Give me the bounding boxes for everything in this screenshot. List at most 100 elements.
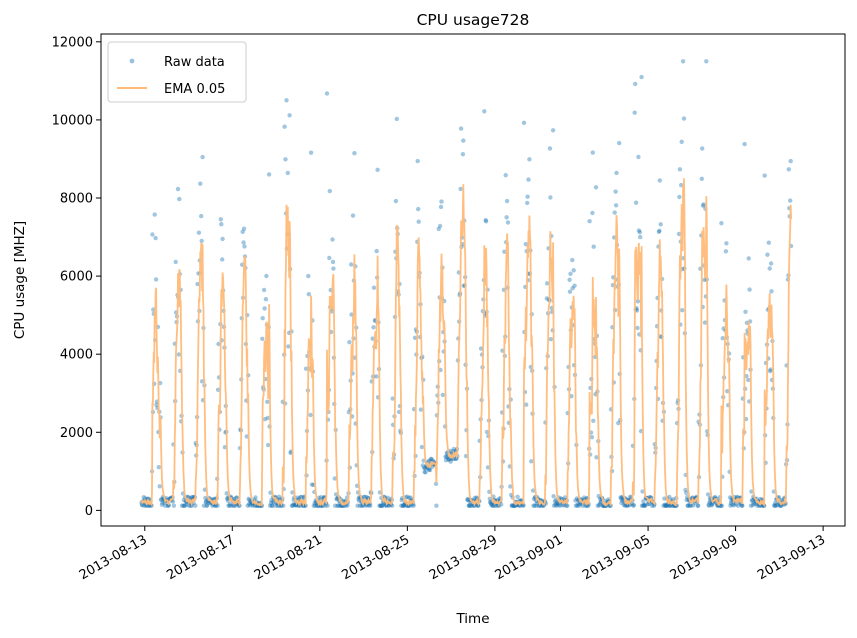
raw-data-point <box>440 392 445 398</box>
raw-data-point <box>472 495 477 501</box>
raw-data-point <box>355 503 360 508</box>
raw-data-point <box>548 195 553 200</box>
raw-data-point <box>728 501 734 506</box>
raw-data-point <box>617 140 622 146</box>
raw-data-point <box>284 98 289 103</box>
raw-data-point <box>574 496 580 501</box>
raw-data-point <box>619 500 624 505</box>
raw-data-point <box>436 226 441 232</box>
raw-data-point <box>352 151 357 156</box>
raw-data-point <box>705 492 711 497</box>
raw-data-point <box>739 503 745 508</box>
raw-data-point <box>349 312 354 317</box>
raw-data-point <box>728 503 733 508</box>
raw-data-point <box>156 465 161 470</box>
raw-data-point <box>154 402 159 408</box>
raw-data-point <box>308 150 314 155</box>
raw-data-point <box>286 344 291 349</box>
y-axis: 0 2000 4000 6000 8000 10000 12000 <box>52 35 101 519</box>
raw-data-point <box>704 59 709 64</box>
raw-data-point <box>227 503 232 508</box>
raw-data-point <box>271 499 276 504</box>
raw-data-point <box>724 241 729 246</box>
raw-data-point <box>283 157 288 162</box>
raw-data-point <box>695 503 700 508</box>
raw-data-point <box>740 503 745 508</box>
raw-data-point <box>264 273 269 279</box>
raw-data-point <box>222 445 228 450</box>
raw-data-point <box>173 259 178 265</box>
raw-data-point <box>153 277 159 282</box>
raw-data-point <box>690 503 696 508</box>
raw-data-point <box>157 484 162 489</box>
raw-data-point <box>550 128 556 133</box>
raw-data-point <box>657 178 662 183</box>
raw-data-point <box>151 307 156 312</box>
raw-data-point <box>215 503 220 508</box>
raw-data-point <box>554 503 559 508</box>
raw-data-point <box>680 59 686 64</box>
raw-data-point <box>680 308 685 313</box>
raw-data-point <box>521 120 527 126</box>
raw-data-point <box>547 146 553 151</box>
raw-data-point <box>502 249 507 254</box>
raw-data-point <box>664 503 669 508</box>
raw-data-point <box>241 240 246 245</box>
chart-title: CPU usage728 <box>417 11 530 29</box>
raw-data-point <box>642 503 647 508</box>
raw-data-point <box>288 450 293 456</box>
raw-data-point <box>290 503 295 508</box>
raw-data-point <box>544 296 549 301</box>
raw-data-point <box>677 194 682 200</box>
y-tick-label: 10000 <box>52 113 93 128</box>
raw-data-point <box>229 503 234 508</box>
raw-data-point <box>282 124 287 129</box>
raw-data-point <box>309 482 315 487</box>
raw-data-point <box>701 202 706 207</box>
raw-data-point <box>573 498 578 503</box>
raw-data-point <box>163 503 168 508</box>
raw-data-point <box>468 503 473 508</box>
raw-data-point <box>702 320 708 325</box>
raw-data-point <box>177 196 182 202</box>
raw-data-point <box>181 497 187 503</box>
y-tick-label: 4000 <box>60 348 93 363</box>
raw-data-point <box>614 170 619 176</box>
raw-data-point <box>720 336 725 341</box>
raw-data-point <box>666 503 671 508</box>
raw-data-point <box>412 335 418 340</box>
raw-data-point <box>707 500 712 505</box>
raw-data-point <box>371 285 377 290</box>
raw-data-point <box>636 228 642 233</box>
raw-data-point <box>204 503 210 508</box>
raw-data-point <box>160 500 165 505</box>
raw-data-point <box>460 152 466 157</box>
raw-data-point <box>198 181 203 186</box>
raw-data-point <box>685 503 690 508</box>
raw-data-point <box>335 503 340 508</box>
raw-data-point <box>182 503 187 508</box>
raw-data-point <box>662 496 667 501</box>
raw-data-point <box>641 499 646 504</box>
raw-data-point <box>419 444 425 450</box>
raw-data-point <box>641 503 647 508</box>
raw-data-point <box>313 503 318 508</box>
raw-data-point <box>712 494 718 500</box>
raw-data-point <box>325 503 330 508</box>
raw-data-point <box>152 212 157 217</box>
raw-data-point <box>416 219 421 224</box>
legend-label-ema: EMA 0.05 <box>164 82 225 97</box>
raw-data-point <box>182 503 187 508</box>
legend-marker-raw <box>129 58 135 64</box>
raw-data-point <box>416 206 421 212</box>
raw-data-point <box>171 503 177 508</box>
raw-data-point <box>250 503 255 508</box>
raw-data-point <box>570 257 575 263</box>
raw-data-point <box>434 503 439 508</box>
raw-data-point <box>642 502 647 507</box>
raw-data-point <box>638 234 643 240</box>
raw-data-point <box>597 503 602 508</box>
raw-data-point <box>662 502 667 507</box>
raw-data-point <box>684 490 689 496</box>
